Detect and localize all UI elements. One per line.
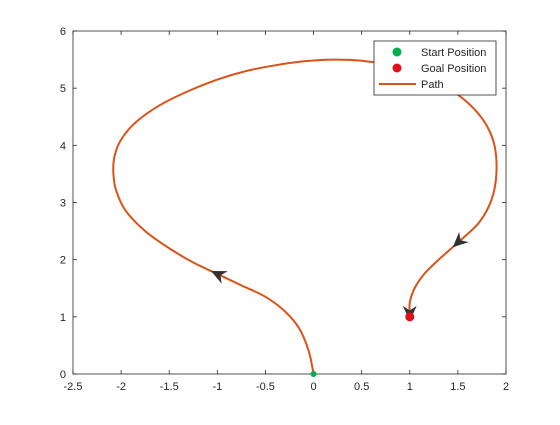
legend-start-marker: [392, 47, 402, 57]
y-axis-ticks: 0 1 2 3 4 5 6: [60, 26, 506, 381]
x-tick-label: -2: [116, 381, 126, 393]
x-tick-label: -1: [212, 381, 222, 393]
y-tick-label: 6: [60, 26, 66, 38]
direction-arrow: [452, 231, 469, 248]
x-tick-label: -1.5: [160, 381, 179, 393]
x-axis-ticks: -2.5 -2 -1.5 -1 -0.5 0 0.5 1 1.5 2: [64, 31, 509, 393]
y-tick-label: 1: [60, 312, 66, 324]
legend-label: Start Position: [421, 47, 486, 59]
x-tick-label: 1.5: [450, 381, 465, 393]
series-group: [112, 58, 498, 375]
start-position-marker: [310, 371, 317, 377]
x-tick-label: 0: [310, 381, 316, 393]
goal-position-marker: [405, 312, 415, 322]
y-tick-label: 3: [60, 198, 66, 210]
y-tick-label: 0: [60, 369, 66, 381]
y-tick-label: 4: [60, 140, 66, 152]
x-tick-label: -2.5: [64, 381, 83, 393]
direction-arrow: [211, 270, 228, 284]
y-tick-label: 5: [60, 83, 66, 95]
legend-label: Goal Position: [421, 63, 486, 75]
x-tick-label: 1: [407, 381, 413, 393]
legend: Start Position Goal Position Path: [373, 40, 497, 96]
markers-group: [310, 312, 415, 377]
x-tick-label: 2: [503, 381, 509, 393]
x-tick-label: -0.5: [256, 381, 275, 393]
x-tick-label: 0.5: [354, 381, 369, 393]
legend-goal-marker: [392, 63, 402, 73]
path-line: [112, 58, 498, 375]
y-tick-label: 2: [60, 255, 66, 267]
legend-label: Path: [421, 79, 444, 91]
